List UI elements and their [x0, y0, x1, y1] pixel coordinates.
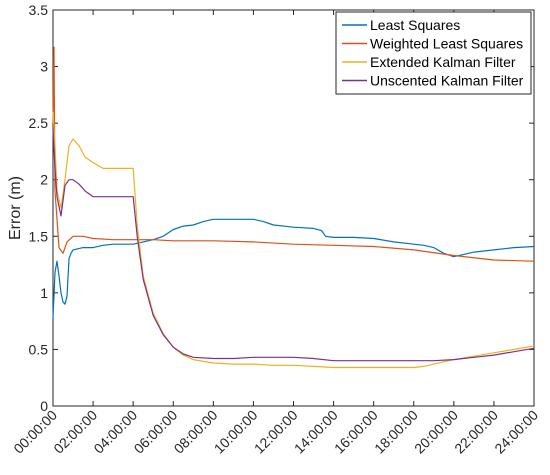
legend-label: Least Squares: [370, 17, 460, 33]
legend-label: Extended Kalman Filter: [370, 54, 516, 70]
x-tick-label: 12:00:00: [251, 407, 301, 457]
y-tick-label: 2: [40, 172, 48, 188]
series-line-1: [52, 46, 535, 262]
y-tick-label: 2.5: [29, 115, 49, 131]
y-axis-label: Error (m): [7, 176, 24, 240]
legend-label: Unscented Kalman Filter: [370, 73, 524, 89]
legend-box: [335, 11, 532, 95]
series-line-2: [52, 111, 535, 369]
y-tick-label: 1.5: [29, 228, 49, 244]
legend-label: Weighted Least Squares: [370, 36, 523, 52]
x-tick-label: 06:00:00: [131, 407, 181, 457]
x-tick-label: 14:00:00: [291, 407, 341, 457]
x-tick-label: 20:00:00: [411, 407, 461, 457]
series-line-3: [52, 128, 535, 362]
y-tick-label: 0.5: [29, 341, 49, 357]
x-tick-label: 10:00:00: [211, 407, 261, 457]
x-tick-label: 08:00:00: [171, 407, 221, 457]
series-line-0: [52, 218, 535, 318]
x-tick-label: 02:00:00: [50, 407, 100, 457]
x-tick-label: 24:00:00: [491, 407, 541, 457]
x-tick-label: 16:00:00: [331, 407, 381, 457]
x-tick-label: 22:00:00: [451, 407, 501, 457]
x-tick-label: 04:00:00: [90, 407, 140, 457]
y-axis-ticks: 0 0.5 1 1.5 2 2.5 3 3.5: [29, 2, 534, 414]
series-lines: [52, 46, 535, 369]
y-tick-label: 3.5: [29, 2, 49, 18]
x-tick-label: 18:00:00: [371, 407, 421, 457]
y-tick-label: 3: [40, 59, 48, 75]
legend: Least Squares Weighted Least Squares Exten…: [335, 11, 532, 95]
x-tick-label: 00:00:00: [10, 407, 60, 457]
y-tick-label: 0: [40, 398, 48, 414]
y-tick-label: 1: [40, 285, 48, 301]
